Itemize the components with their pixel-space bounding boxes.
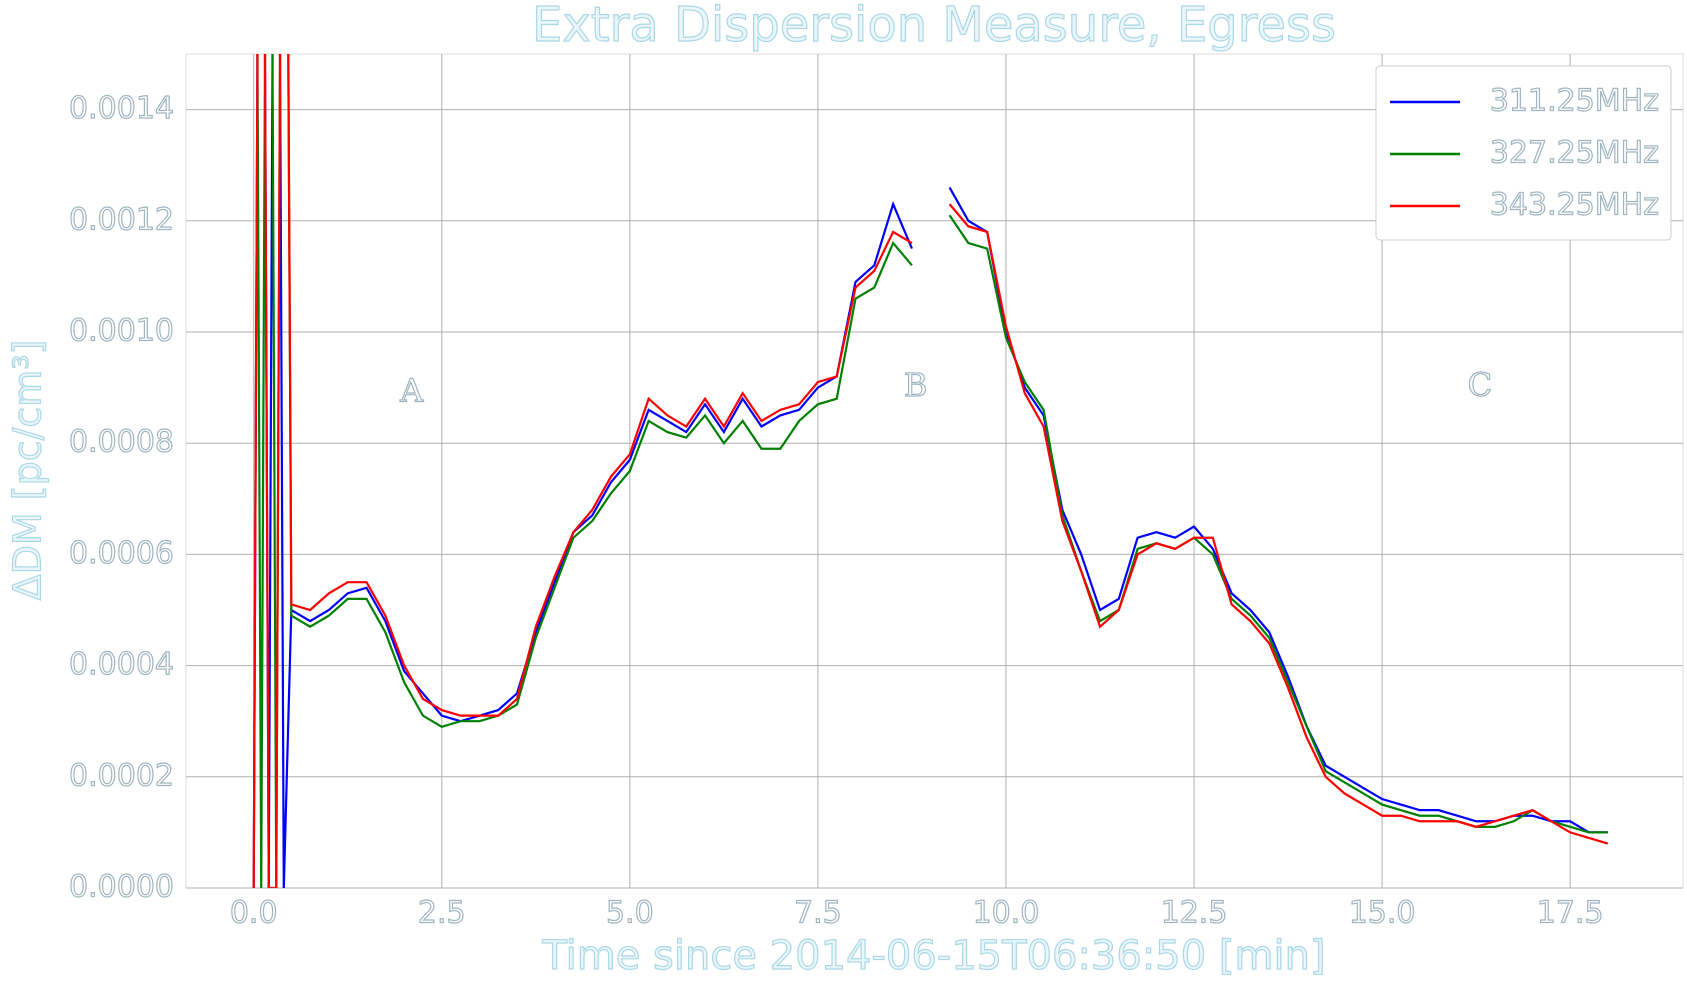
- y-tick-label: 0.0004: [69, 647, 174, 682]
- x-tick-label: 5.0: [606, 896, 654, 931]
- x-tick-label: 2.5: [418, 896, 466, 931]
- lines: [252, 54, 1609, 888]
- x-tick-label: 0.0: [230, 896, 278, 931]
- x-tick-label: 10.0: [973, 896, 1040, 931]
- y-axis-label: ΔDM [pc/cm³]: [6, 340, 50, 601]
- y-tick-label: 0.0000: [69, 870, 174, 905]
- y-tick-label: 0.0012: [69, 202, 174, 237]
- annotation: C: [1468, 366, 1492, 404]
- y-tick-label: 0.0014: [69, 91, 174, 126]
- legend-box: [1375, 65, 1672, 241]
- legend-label: 327.25MHz: [1490, 136, 1659, 171]
- y-tick-label: 0.0006: [69, 536, 174, 571]
- series-line: [252, 54, 1609, 888]
- y-tick-label: 0.0010: [69, 314, 174, 349]
- x-axis-label: Time since 2014-06-15T06:36:50 [min]: [541, 933, 1325, 979]
- legend: 311.25MHz 327.25MHz 343.25MHz: [1375, 65, 1672, 241]
- y-tick-label: 0.0008: [69, 425, 174, 460]
- x-tick-label: 7.5: [794, 896, 842, 931]
- legend-label: 311.25MHz: [1490, 84, 1659, 119]
- x-tick-label: 15.0: [1349, 896, 1416, 931]
- chart-title: Extra Dispersion Measure, Egress: [532, 0, 1336, 53]
- annotation: A: [399, 372, 424, 410]
- legend-label: 343.25MHz: [1490, 188, 1659, 223]
- annotation: B: [904, 366, 928, 404]
- grid: 0.00000.00020.00040.00060.00080.00100.00…: [68, 54, 1683, 931]
- y-tick-label: 0.0002: [69, 758, 174, 793]
- x-tick-label: 12.5: [1161, 896, 1228, 931]
- series-line: [256, 54, 1608, 888]
- x-tick-label: 17.5: [1537, 896, 1604, 931]
